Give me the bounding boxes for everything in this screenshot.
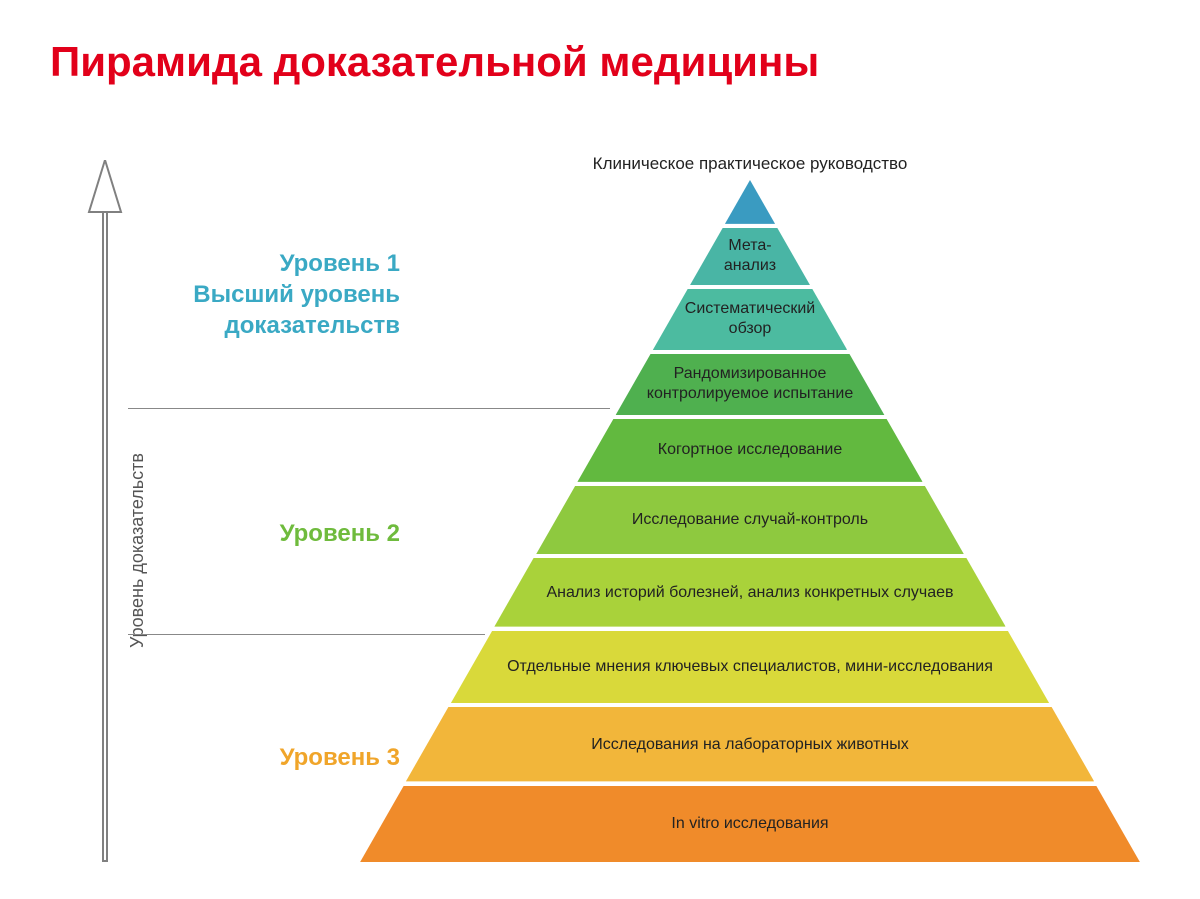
- pyramid-layer-label-4: Когортное исследование: [577, 440, 922, 460]
- pyramid-layer-label-7: Отдельные мнения ключевых специалистов, …: [451, 657, 1050, 677]
- pyramid-layer-label-6: Анализ историй болезней, анализ конкретн…: [494, 583, 1005, 603]
- evidence-arrow: Уровень доказательств: [80, 160, 130, 862]
- pyramid-layer-1: Мета- анализ: [690, 228, 810, 285]
- pyramid-layer-label-2: Систематический обзор: [653, 299, 847, 339]
- pyramid-layer-6: Анализ историй болезней, анализ конкретн…: [494, 558, 1005, 627]
- pyramid-layer-label-5: Исследование случай-контроль: [536, 510, 964, 530]
- pyramid-layer-7: Отдельные мнения ключевых специалистов, …: [451, 631, 1050, 703]
- evidence-pyramid: Клиническое практическое руководство Мет…: [350, 155, 1150, 872]
- pyramid-layer-2: Систематический обзор: [653, 289, 847, 350]
- pyramid-layer-label-9: In vitro исследования: [360, 814, 1140, 834]
- pyramid-layer-5: Исследование случай-контроль: [536, 486, 964, 555]
- pyramid-layer-3: Рандомизированное контролируемое испытан…: [616, 354, 885, 415]
- pyramid-layer-4: Когортное исследование: [577, 419, 922, 482]
- pyramid-layer-label-8: Исследования на лабораторных животных: [406, 735, 1094, 755]
- pyramid-layer-9: In vitro исследования: [360, 786, 1140, 862]
- pyramid-layer-8: Исследования на лабораторных животных: [406, 707, 1094, 781]
- pyramid-top-caption: Клиническое практическое руководство: [350, 154, 1150, 174]
- pyramid-layer-0: [725, 180, 775, 224]
- pyramid-layer-label-1: Мета- анализ: [690, 236, 810, 276]
- pyramid-layer-label-3: Рандомизированное контролируемое испытан…: [616, 364, 885, 404]
